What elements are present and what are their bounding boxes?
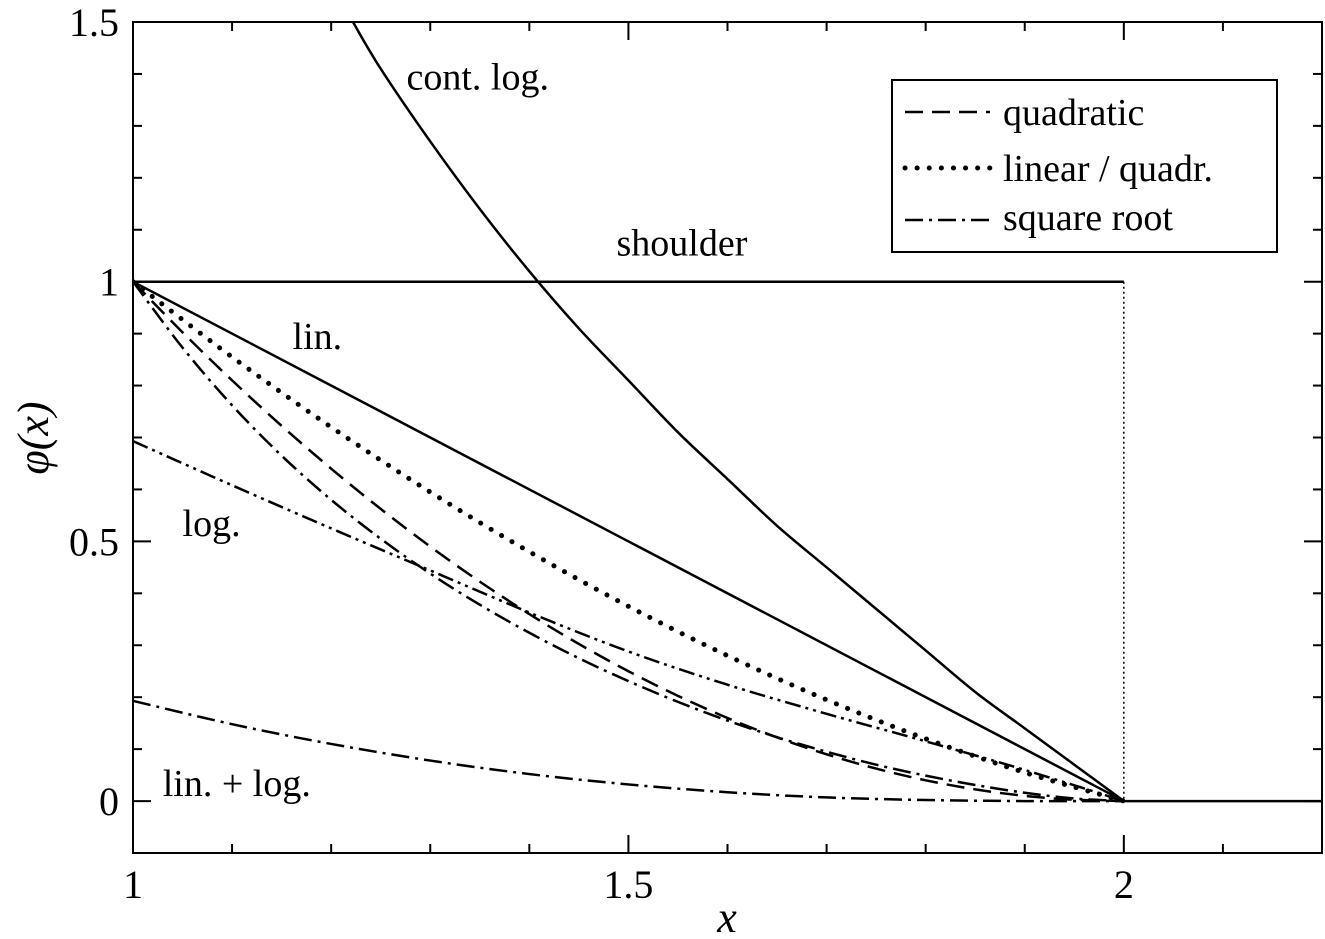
curve-label: shoulder [617,223,748,265]
y-tick-label: 0 [99,779,119,824]
y-tick-label: 0.5 [69,519,119,564]
series-line-lin [133,280,1125,803]
curve-label: log. [183,503,241,545]
series-line-quadratic [133,280,1124,803]
curve-label: lin. [293,316,343,358]
legend-label-linear-quadr: linear / quadr. [1003,148,1213,190]
x-tick-label: 1.5 [603,862,653,907]
x-axis-label: x [716,893,737,939]
series-line-cont-log [351,22,1125,803]
y-tick-label: 1.5 [69,0,119,45]
curves-layer [133,22,1322,804]
ticks-layer [132,21,1323,854]
curve-label: cont. log. [406,57,548,99]
curve-label: lin. + log. [163,763,311,805]
series-line-log [133,439,1125,803]
legend-label-quadratic: quadratic [1003,92,1144,134]
legend-box [891,79,1278,253]
legend: quadratic linear / quadr. square root [891,79,1278,253]
y-axis-label: φ(x) [9,401,58,474]
series-line-linear-quadr [133,279,1127,804]
plot-frame [132,21,1323,854]
y-tick-label: 1 [99,260,119,305]
x-tick-label: 1 [123,862,143,907]
legend-label-square-root: square root [1003,197,1173,239]
x-tick-label: 2 [1114,862,1134,907]
labels-layer: 1 1.5 2 0 0.5 1 1.5 cont. log. shoulder lin. log. l… [69,0,1134,907]
series-line-square-root [133,280,1124,803]
